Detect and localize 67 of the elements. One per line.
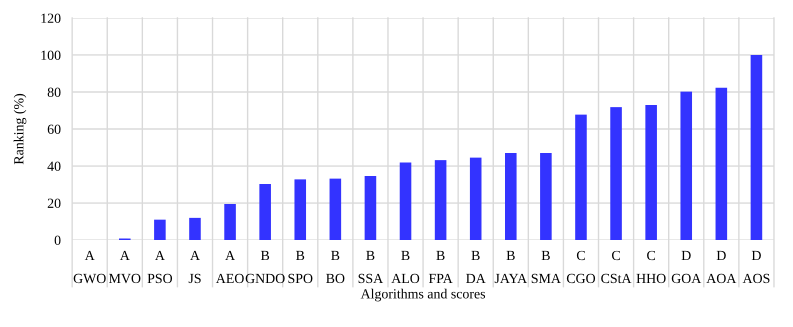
y-tick-label: 80: [48, 88, 61, 97]
text: B: [542, 250, 550, 260]
x-tick-label: AOS: [742, 274, 770, 284]
bar: [330, 178, 342, 240]
x-tick-label: BO: [326, 274, 344, 284]
x-tick-label: HHO: [636, 274, 666, 284]
text: A: [190, 250, 200, 260]
bar: [540, 153, 552, 240]
y-tick-label: 0: [54, 236, 61, 245]
text: B: [331, 250, 340, 260]
text: D: [716, 250, 726, 260]
x-tick-label: GOA: [672, 274, 702, 284]
bar: [505, 153, 517, 240]
text: C: [612, 250, 620, 260]
x-tick-label: FPA: [428, 274, 453, 283]
x-tick-label: SSA: [358, 274, 384, 284]
bar: [680, 92, 692, 240]
x-tick-label: JAYA: [494, 274, 528, 284]
text: B: [296, 250, 304, 260]
x-tick-label: MVO: [108, 274, 140, 284]
text: B: [260, 250, 270, 260]
text: A: [155, 250, 165, 260]
x-tick-label: CStA: [601, 274, 632, 284]
y-tick-label: 20: [48, 198, 61, 208]
x-tick-label: JS: [188, 274, 201, 284]
text: C: [576, 250, 585, 260]
x-tick-label: AOA: [706, 274, 736, 284]
text: B: [366, 250, 374, 260]
bar: [645, 104, 657, 240]
x-tick-label: AEO: [216, 274, 244, 284]
x-tick-label: DA: [466, 274, 486, 284]
bar: [294, 179, 306, 240]
bar: [434, 160, 446, 240]
bar: [575, 114, 587, 240]
y-axis-title: Ranking (%): [14, 94, 26, 164]
text: A: [225, 250, 235, 260]
x-tick-label: PSO: [148, 274, 172, 284]
bar: [259, 184, 271, 240]
bar: [364, 176, 376, 240]
x-tick-label: GWO: [74, 274, 106, 284]
text: D: [752, 250, 761, 260]
text: B: [506, 250, 515, 260]
y-tick-label: 100: [41, 50, 61, 60]
x-tick-label: ALO: [391, 274, 420, 284]
bar: [470, 158, 482, 240]
x-axis-title: Algorithms and scores: [360, 288, 486, 302]
x-tick-label: SMA: [532, 274, 561, 284]
bar: [224, 204, 236, 240]
bar: [716, 88, 728, 240]
text: B: [401, 250, 410, 260]
y-tick-label: 40: [47, 162, 61, 171]
bar: [189, 218, 201, 240]
bar: [400, 162, 412, 240]
text: C: [647, 250, 656, 260]
text: B: [471, 250, 480, 260]
x-tick-label: CGO: [566, 274, 596, 284]
text: B: [436, 250, 445, 260]
text: A: [120, 250, 130, 260]
y-tick-label: 60: [48, 124, 61, 134]
y-tick-label: 120: [41, 14, 61, 23]
bar: [750, 54, 762, 240]
x-tick-label: GNDO: [246, 274, 285, 284]
text: A: [84, 250, 95, 260]
bar: [154, 220, 166, 240]
x-tick-label: SPO: [288, 274, 312, 284]
text: D: [682, 250, 691, 260]
bar: [610, 107, 622, 240]
